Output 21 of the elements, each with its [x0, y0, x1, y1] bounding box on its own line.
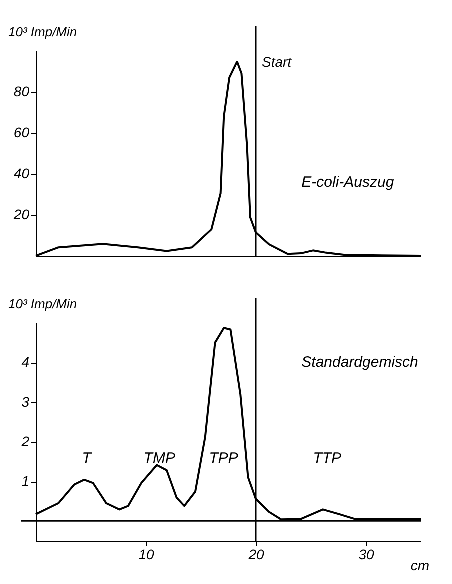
y-tick-label: 3 [22, 394, 30, 410]
x-tick-label: 20 [248, 546, 264, 562]
annotation: E-coli-Auszug [302, 174, 395, 192]
x-axis-title: cm [410, 558, 430, 574]
y-axis-title: 10³ Imp/Min [8, 24, 78, 40]
y-axis-title: 10³ Imp/Min [8, 296, 78, 312]
x-tick-label: 30 [358, 546, 374, 562]
y-tick-label: 1 [22, 473, 30, 490]
y-tick-label: 60 [14, 124, 30, 140]
y-tick-label: 2 [20, 433, 30, 450]
y-tick-label: 40 [14, 166, 30, 182]
y-tick-label: 4 [22, 354, 30, 370]
annotation: TMP [144, 450, 176, 468]
annotation: TPP [209, 450, 238, 468]
ref-line-label: Start [262, 54, 293, 70]
annotation: T [82, 450, 94, 468]
y-tick-label: 20 [12, 206, 30, 222]
x-tick-label: 10 [138, 546, 154, 562]
y-tick-label: 80 [14, 84, 30, 100]
annotation: Standardgemisch [302, 354, 418, 372]
annotation: TTP [313, 450, 342, 468]
